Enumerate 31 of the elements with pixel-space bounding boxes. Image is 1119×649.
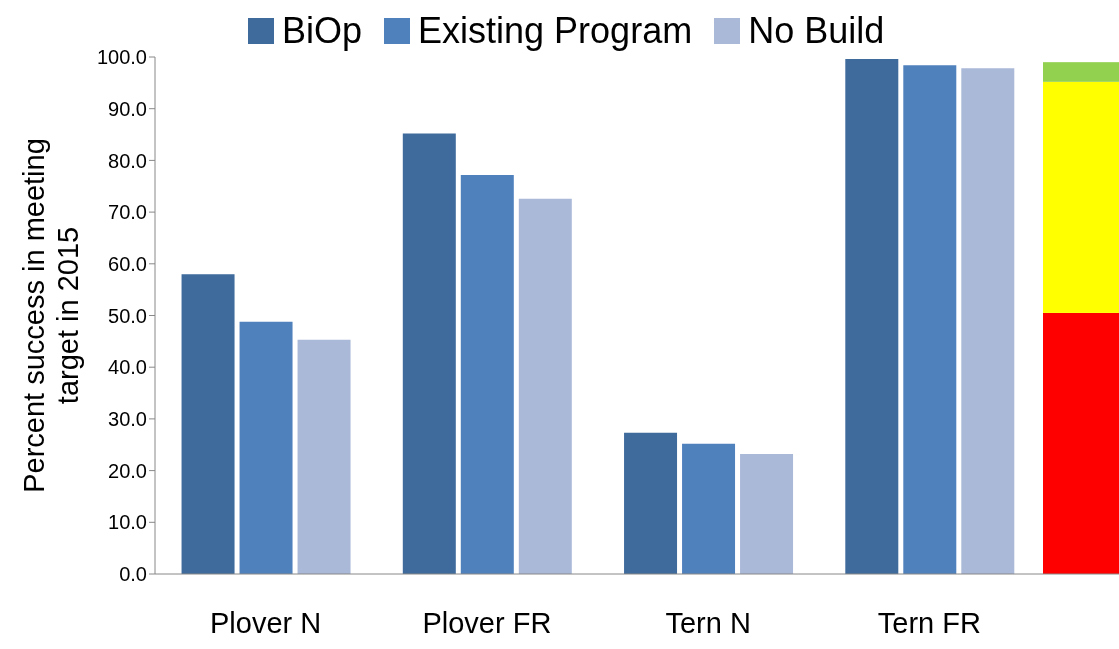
y-axis-title: Percent success in meeting target in 2015 [18, 138, 84, 493]
y-tick-label: 0.0 [119, 563, 147, 586]
bar [682, 443, 736, 574]
y-tick-label: 10.0 [108, 511, 147, 534]
bar [402, 133, 456, 574]
y-tick-label: 60.0 [108, 252, 147, 275]
y-tick-label: 90.0 [108, 97, 147, 120]
y-tick-label: 100.0 [96, 46, 147, 69]
y-tick-label: 80.0 [108, 149, 147, 172]
bar [961, 68, 1015, 574]
bar [297, 339, 351, 574]
y-tick-label: 30.0 [108, 408, 147, 430]
x-tick-label: Tern N [665, 606, 751, 639]
bar [740, 454, 794, 574]
legend-label: Existing Program [418, 9, 693, 53]
x-tick-label: Plover FR [422, 606, 552, 639]
x-tick-label: Tern FR [877, 606, 981, 639]
legend-label: No Build [748, 9, 885, 53]
x-tick-label: Plover N [210, 606, 322, 639]
bar [239, 321, 293, 574]
bar [518, 198, 572, 574]
y-tick-label: 50.0 [108, 304, 147, 327]
bar [903, 65, 957, 574]
y-tick-label: 20.0 [108, 459, 147, 482]
y-tick-label: 70.0 [108, 201, 147, 224]
y-tick-label: 40.0 [108, 356, 147, 379]
bar [845, 59, 899, 574]
bar [181, 274, 235, 574]
legend-label: BiOp [282, 9, 363, 53]
bar [624, 432, 678, 574]
bar [460, 174, 514, 574]
